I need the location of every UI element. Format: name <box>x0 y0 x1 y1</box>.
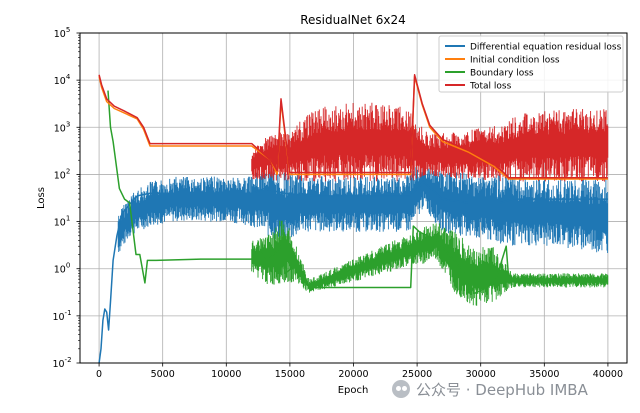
legend-label: Total loss <box>469 82 512 92</box>
y-tick-label: 10-2 <box>52 356 71 370</box>
band-total-loss <box>251 102 609 182</box>
y-tick-label: 103 <box>54 120 71 134</box>
x-tick-label: 0 <box>96 369 102 380</box>
series-line-differential-equation-residual-loss <box>98 180 608 364</box>
x-axis-label: Epoch <box>338 385 369 396</box>
watermark: 公众号 · DeepHub IMBA <box>392 378 628 400</box>
y-ticks: 10-2 10-1 100 101 102 103 104 105 <box>52 26 80 370</box>
y-tick-label: 105 <box>54 26 71 40</box>
y-tick-label: 104 <box>54 73 71 87</box>
legend-label: Initial condition loss <box>470 56 560 66</box>
x-tick-label: 15000 <box>275 369 305 380</box>
x-tick-label: 35000 <box>529 369 559 380</box>
x-tick-label: 5000 <box>151 369 175 380</box>
x-tick-label: 25000 <box>402 369 432 380</box>
y-axis-label: Loss <box>36 187 47 209</box>
x-tick-label: 10000 <box>211 369 241 380</box>
series-line-boundary-loss <box>107 90 608 295</box>
y-tick-label: 101 <box>54 215 71 229</box>
y-tick-label: 102 <box>54 167 71 181</box>
legend-entries: Differential equation residual loss Initi… <box>445 43 622 92</box>
x-tick-label: 30000 <box>466 369 496 380</box>
legend-label: Boundary loss <box>470 69 534 79</box>
watermark-text: 公众号 · DeepHub IMBA <box>416 380 588 399</box>
legend: Differential equation residual loss Initi… <box>438 35 624 93</box>
x-tick-label: 20000 <box>338 369 368 380</box>
x-ticks: 0 5000 10000 15000 20000 25000 30000 35000 40000 <box>96 363 623 380</box>
wechat-icon <box>392 380 410 398</box>
x-tick-label: 40000 <box>593 369 623 380</box>
legend-label: Differential equation residual loss <box>470 43 622 53</box>
legend-box <box>438 35 624 93</box>
series-line-total-loss <box>98 74 608 179</box>
noise-bands <box>117 102 609 306</box>
y-tick-label: 10-1 <box>52 309 71 323</box>
chart-title: ResidualNet 6x24 <box>300 13 406 27</box>
y-tick-label: 100 <box>54 262 71 276</box>
series-lines <box>98 74 608 364</box>
